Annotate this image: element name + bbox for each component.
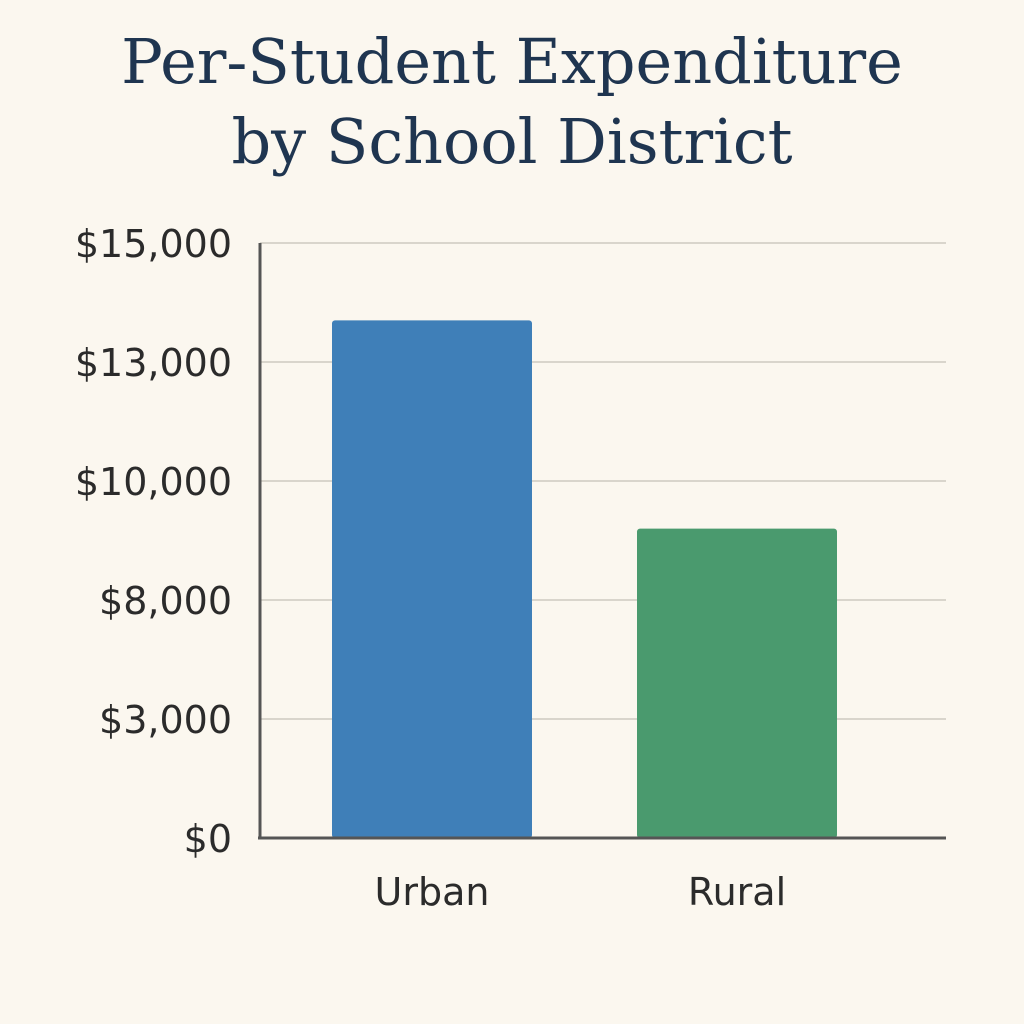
x-axis-categories: Urban Rural [375, 870, 787, 914]
y-tick-label: $3,000 [99, 698, 232, 742]
y-tick-label: $8,000 [99, 579, 232, 623]
chart-title-line-2: by School District [231, 105, 793, 178]
y-tick-label: $13,000 [75, 341, 232, 385]
x-category-label: Rural [688, 870, 786, 914]
y-axis-ticks: $15,000 $13,000 $10,000 $8,000 $3,000 $0 [75, 222, 232, 861]
bars [332, 320, 837, 839]
bar-urban [332, 320, 532, 839]
chart-title: Per-Student Expenditure by School Distri… [0, 22, 1024, 182]
axes [258, 243, 946, 840]
x-category-label: Urban [375, 870, 490, 914]
y-tick-label: $15,000 [75, 222, 232, 266]
chart-title-line-1: Per-Student Expenditure [121, 25, 903, 98]
bar-rural [637, 528, 837, 838]
y-tick-label: $0 [184, 817, 232, 861]
y-tick-label: $10,000 [75, 460, 232, 504]
